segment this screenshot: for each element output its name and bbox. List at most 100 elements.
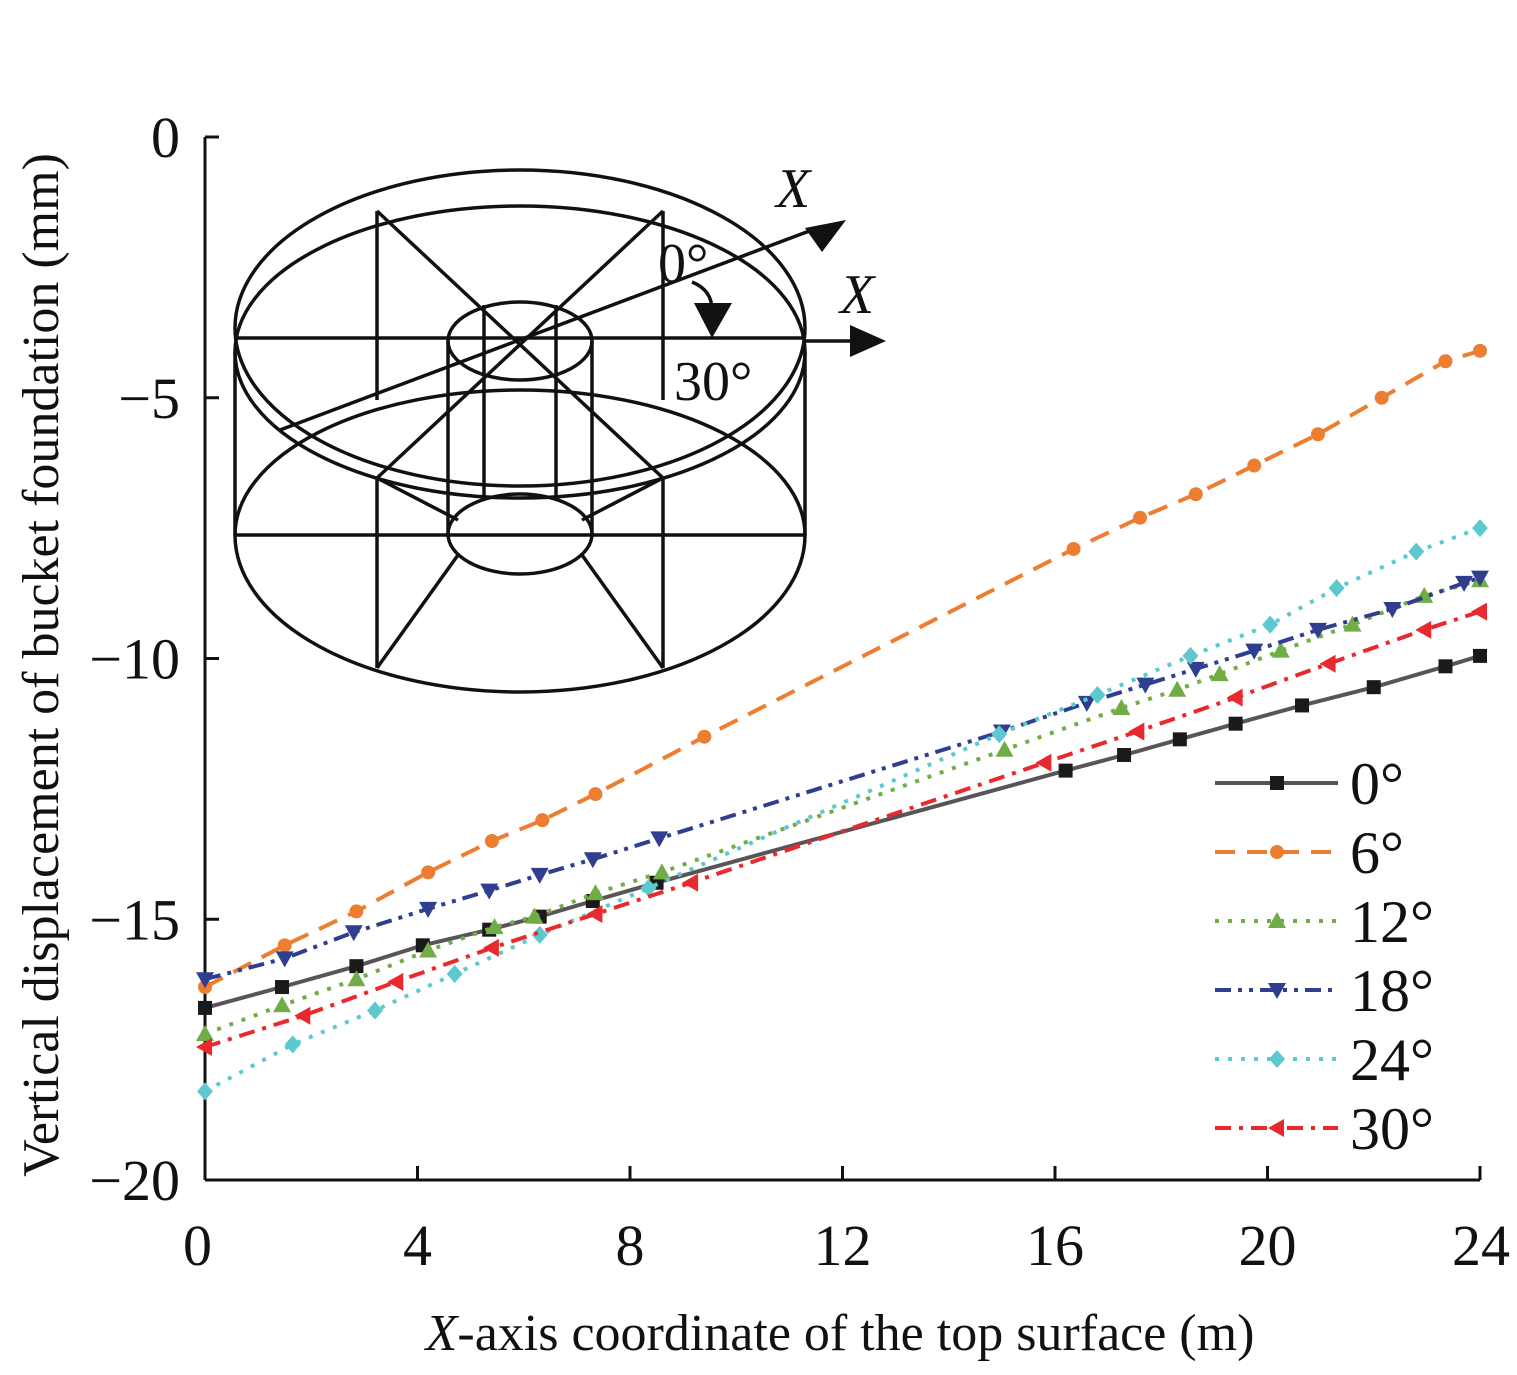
data-point [1128,722,1145,741]
bottom-back-edge [233,388,807,536]
data-point [1473,343,1487,358]
data-point [1408,542,1425,561]
series-4 [197,519,1488,1101]
data-point [367,1001,383,1020]
data-point [1310,427,1325,442]
y-tick-label: −15 [89,887,180,952]
x-axis-title-prefix: X [424,1305,460,1362]
legend-label: 12° [1350,889,1434,955]
data-point [1066,541,1081,556]
diag-bottom-a [376,476,459,522]
data-point [347,970,366,987]
data-point [1438,354,1453,369]
data-point [485,918,504,935]
data-point [995,740,1014,757]
legend-marker [1270,776,1284,790]
data-point [1089,686,1106,705]
x-axis-title: X-axis coordinate of the top surface (m) [424,1305,1255,1362]
data-point [421,865,436,880]
x-tick-label: 0 [183,1213,212,1278]
data-point [349,959,364,974]
series-line [204,609,1481,1049]
data-point [1210,665,1229,682]
data-point [1226,688,1243,707]
data-point [387,972,404,991]
data-point [991,725,1008,744]
data-point [1471,570,1489,587]
data-point [531,925,548,944]
data-point [1328,579,1345,598]
legend-marker [1270,845,1284,859]
data-point [419,901,438,918]
data-point [650,831,669,848]
x-axis-0deg-line [279,225,821,432]
data-point [1188,487,1203,502]
x-tick-label: 8 [616,1213,645,1278]
data-point [1182,646,1199,665]
diag-top-2 [375,209,665,480]
top-rim-outer [233,168,807,488]
x-axis-title-rest: -axis coordinate of the top surface (m) [457,1305,1254,1362]
diag-bottom-c [375,553,460,670]
data-point [1117,747,1132,762]
legend-label: 30° [1350,1096,1434,1162]
x-tick-label: 4 [403,1213,432,1278]
inset-angle-30: 30° [674,351,752,413]
x-tick-label: 16 [1026,1213,1084,1278]
y-tick-label: 0 [151,105,180,170]
legend-item: 6° [1215,820,1404,886]
legend-label: 0° [1350,751,1404,817]
legend-marker [1268,912,1286,928]
series-line [204,348,1481,989]
data-point [1295,698,1310,713]
series-layer [196,343,1489,1101]
legend-label: 6° [1350,820,1404,886]
data-point [273,996,292,1013]
data-point [682,873,699,892]
legend-item: 24° [1215,1027,1434,1093]
inset-x-label-upper: X [774,158,813,220]
data-point [1473,648,1487,663]
data-point [652,863,671,880]
data-point [1271,641,1290,658]
rotation-arrow [694,303,732,338]
series-5 [196,602,1487,1057]
data-point [196,972,214,989]
data-point [1455,575,1474,592]
data-point [197,1082,213,1101]
data-point [1035,753,1052,772]
data-point [640,878,657,897]
data-point [1262,615,1279,634]
series-1 [198,343,1487,995]
data-point [583,852,602,869]
data-point [275,951,294,968]
data-point [535,813,550,828]
data-point [480,883,499,900]
data-point [484,834,499,849]
data-point [1136,677,1155,694]
data-point [588,787,603,802]
x-tick-label: 12 [814,1213,872,1278]
data-point [586,884,605,901]
series-3 [196,570,1489,989]
diag-bottom-d [580,553,665,670]
legend: 0°6°12°18°24°30° [1215,751,1434,1162]
data-point [198,1000,212,1015]
data-point [1172,732,1187,747]
data-point [1308,622,1327,639]
legend-item: 30° [1215,1096,1434,1162]
data-point [1383,601,1402,618]
data-point [1471,602,1487,621]
series-line [204,575,1481,982]
data-point [419,941,438,958]
legend-label: 24° [1350,1027,1434,1093]
inset-x-label-lower: X [838,264,877,326]
data-point [1168,680,1187,697]
central-column-bottom [446,492,594,576]
data-point [1228,716,1243,731]
y-tick-label: −20 [89,1148,180,1213]
legend-marker [1268,983,1286,999]
data-point [344,925,363,942]
series-2 [196,571,1489,1041]
